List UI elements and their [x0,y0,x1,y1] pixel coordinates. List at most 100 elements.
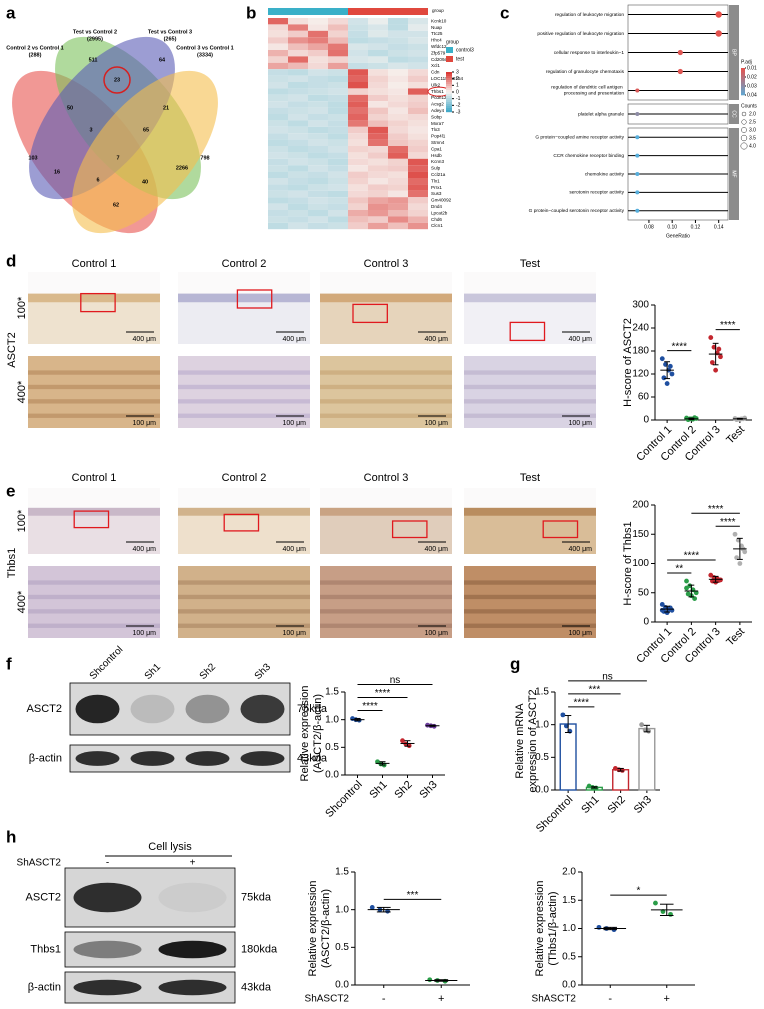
term-label: serotonin receptor activity [569,190,624,196]
heat-cell [268,197,288,204]
heat-cell [368,126,388,134]
heat-cell [408,82,428,89]
y-tick-label: 2.0 [562,867,576,878]
x-tick-label: 0.14 [714,224,724,230]
colorbar-step [741,86,745,89]
significance-label: **** [720,320,736,331]
heat-cell [408,165,428,172]
data-point [709,360,715,365]
roi-box [509,321,546,342]
heat-cell [368,158,388,166]
heat-cell [288,50,308,57]
lane-label: Sh3 [253,661,274,682]
data-point [664,610,670,616]
roi-box [80,292,116,313]
y-axis-title: expression of ASCT2 [527,689,539,792]
group-label: group [432,8,444,13]
epithelium [320,507,452,516]
heat-cell [308,165,328,172]
gene-label: Gm40092 [431,198,452,203]
band-name: ASCT2 [26,891,61,903]
group-cell [308,8,328,15]
colorbar-label: 0.03 [747,83,757,89]
heat-cell [388,184,408,191]
scale-bar-label: 100 μm [569,630,593,637]
tissue-layer [178,370,310,375]
heat-cell [368,133,388,140]
scale-bar-label: 400 μm [283,546,307,553]
gene-label: Clcn1 [431,223,443,228]
heat-cell [388,222,408,230]
y-tick-label: 1.5 [562,895,576,906]
heat-cell [268,88,288,95]
heat-cell [268,107,288,114]
epithelium [464,507,596,516]
heat-cell [348,18,368,25]
dot [677,68,683,75]
lane-label: - [106,858,109,869]
data-point [732,531,738,537]
group-cell [368,8,388,15]
blot-band [240,751,285,766]
facet-strip [729,5,739,100]
x-tick-label: Sh1 [367,779,389,801]
heat-cell [288,114,308,121]
region-count: 21 [163,105,169,111]
tissue-layer [178,413,310,418]
heat-cell [408,37,428,44]
data-point [684,578,689,584]
heat-cell [368,114,388,121]
heat-cell [388,178,408,185]
x-tick-label: Sh2 [392,779,414,801]
y-tick-label: 150 [632,529,649,540]
heat-cell [348,197,368,204]
heat-cell [288,69,308,76]
data-point [716,346,722,352]
significance-label: ns [602,672,613,683]
colorbar-step [741,81,745,85]
gene-label: Cpa1 [431,146,442,151]
x-tick-label: Sh3 [417,779,439,801]
heat-cell [288,24,308,31]
gene-label: Wfdc12 [431,44,447,49]
dot [635,190,640,195]
roi-box [352,303,388,324]
y-tick-label: 100 [632,558,649,569]
x-tick-label: 0.12 [691,224,701,230]
colorbar-step [446,110,452,113]
y-axis-title: Relative expression [534,881,546,977]
heat-cell [268,139,288,146]
heat-cell [288,178,308,185]
roi-box [223,513,260,532]
gene-label: Xcl1 [431,63,440,68]
heat-cell [368,222,388,230]
heat-cell [268,165,288,172]
condition-label: ShASCT2 [17,858,62,869]
colorbar-label: 0.04 [747,92,757,98]
heat-cell [348,50,368,57]
gene-label: Cd209a [431,57,448,62]
heat-cell [368,165,388,172]
significance-label: **** [684,551,700,562]
gene-label: Adey4 [431,108,444,113]
colorbar-step [446,86,452,89]
y-tick-label: 240 [632,323,649,334]
heat-cell [388,114,408,121]
heat-cell [328,133,348,140]
heat-cell [408,107,428,114]
heat-cell [328,152,348,159]
colorbar-step [741,72,745,76]
band-size: 180kda [241,943,278,955]
row-label: 400* [16,380,28,403]
data-point [693,590,699,596]
tissue-layer [320,413,452,418]
heat-cell [408,75,428,82]
colorbar-step [446,84,452,87]
colorbar-step [741,83,745,87]
tissue [178,511,310,554]
heat-cell [328,30,348,38]
heat-cell [388,82,408,89]
epithelium [320,293,452,303]
heat-cell [268,56,288,63]
